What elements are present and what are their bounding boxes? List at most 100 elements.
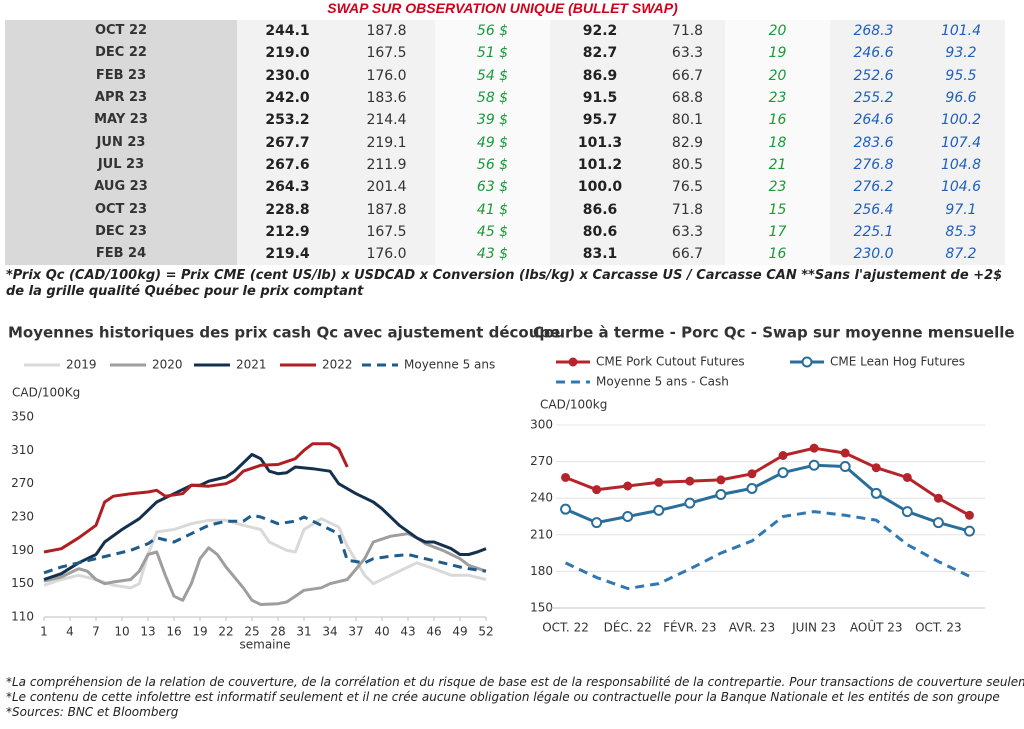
table-row: MAY 23 253.2 214.4 39 $95.7 80.1 16 264.6 100.2 — [5, 109, 1005, 132]
table-cell: 93.2 — [917, 42, 1005, 65]
table-cell: JUN 23 — [5, 131, 237, 154]
footnote: *Le contenu de cette infolettre est info… — [6, 690, 1000, 704]
x-tick-label: 46 — [426, 625, 441, 639]
x-tick-label: 13 — [140, 625, 155, 639]
table-cell: 167.5 — [338, 42, 435, 65]
table-cell: 96.6 — [917, 86, 1005, 110]
legend-label: 2019 — [66, 358, 97, 372]
x-tick-label: 1 — [40, 625, 48, 639]
table-cell: 23 — [725, 86, 830, 110]
table-cell: DEC 23 — [5, 220, 237, 243]
table-cell: 104.8 — [917, 153, 1005, 177]
table-cell: MAY 23 — [5, 109, 237, 132]
series-line — [43, 532, 487, 606]
table-row: APR 23 242.0 183.6 58 $91.5 68.8 23 255.2 96.6 — [5, 86, 1005, 110]
legend-label: 2022 — [322, 358, 353, 372]
table-cell: 264.3 — [237, 176, 338, 199]
table-row: OCT 23 228.8 187.8 41 $86.6 71.8 15 256.4 97.1 — [5, 198, 1005, 221]
table-cell: 91.5 — [550, 86, 650, 110]
y-tick-label: 310 — [11, 443, 34, 457]
x-tick-label: 7 — [92, 625, 100, 639]
legend-marker — [568, 357, 578, 367]
footnote: *Sources: BNC et Bloomberg — [6, 705, 179, 719]
point — [871, 463, 881, 473]
table-cell: 255.2 — [830, 86, 917, 110]
x-tick-label: 10 — [114, 625, 129, 639]
table-cell: 16 — [725, 242, 830, 266]
point — [777, 467, 789, 479]
point — [685, 476, 695, 486]
table-cell: OCT 22 — [5, 20, 237, 43]
table-cell: 230.0 — [830, 242, 917, 266]
table-cell: JUL 23 — [5, 153, 237, 177]
x-tick-label: 22 — [218, 625, 233, 639]
table-cell: 92.2 — [550, 20, 650, 43]
y-tick-label: 350 — [11, 410, 34, 424]
table-cell: 214.4 — [338, 109, 435, 132]
table-cell: 87.2 — [917, 242, 1005, 266]
table-cell: 176.0 — [338, 64, 435, 87]
table-cell: 71.8 — [650, 198, 725, 221]
table-note: *Prix Qc (CAD/100kg) = Prix CME (cent US… — [6, 268, 1003, 299]
table-cell: 225.1 — [830, 220, 917, 243]
table-cell: 107.4 — [917, 131, 1005, 154]
x-tick-label: 40 — [374, 625, 389, 639]
table-cell: 104.6 — [917, 176, 1005, 199]
point — [933, 493, 943, 503]
table-cell: 63.3 — [650, 220, 725, 243]
table-cell: 80.1 — [650, 109, 725, 132]
series-line — [43, 442, 349, 554]
x-tick-label: JUIN 23 — [791, 621, 836, 635]
point — [622, 511, 634, 522]
table-cell: 71.8 — [650, 20, 725, 43]
point — [901, 506, 913, 518]
y-tick-label: 300 — [530, 418, 553, 432]
point — [808, 459, 820, 471]
point — [561, 472, 571, 482]
table-cell: 244.1 — [237, 20, 338, 43]
table-row: JUL 23 267.6 211.9 56 $101.2 80.5 21 276.8 104.… — [5, 153, 1005, 177]
table-cell: 100.0 — [550, 176, 650, 199]
table-row: OCT 22 244.1 187.8 56 $92.2 71.8 20 268.3 101.4 — [5, 20, 1005, 43]
series-line — [43, 513, 487, 575]
y-tick-label: 150 — [11, 576, 34, 590]
table-cell: 267.6 — [237, 153, 338, 177]
table-cell: 212.9 — [237, 220, 338, 243]
table-cell: FEB 24 — [5, 242, 237, 266]
table-cell: 45 $ — [435, 220, 550, 243]
legend-label: CME Lean Hog Futures — [830, 355, 965, 369]
table-cell: 20 — [725, 20, 830, 43]
table-cell: 252.6 — [830, 64, 917, 87]
table-cell: 49 $ — [435, 131, 550, 154]
table-cell: 230.0 — [237, 64, 338, 87]
table-cell: 268.3 — [830, 20, 917, 43]
y-tick-label: 110 — [11, 610, 34, 624]
table-cell: 219.4 — [237, 242, 338, 266]
table-cell: 187.8 — [338, 20, 435, 43]
x-tick-label: 31 — [296, 625, 311, 639]
y-tick-label: 270 — [11, 476, 34, 490]
table-cell: 219.0 — [237, 42, 338, 65]
x-axis-label: semaine — [240, 638, 291, 652]
point — [964, 510, 974, 520]
point — [623, 481, 633, 491]
table-cell: 283.6 — [830, 131, 917, 154]
table-cell: 56 $ — [435, 153, 550, 177]
table-cell: 82.7 — [550, 42, 650, 65]
point — [747, 469, 757, 479]
legend-label: Moyenne 5 ans - Cash — [596, 375, 729, 389]
table-cell: 85.3 — [917, 220, 1005, 243]
table-row: FEB 24 219.4 176.0 43 $83.1 66.7 16 230.0 87.2 — [5, 242, 1005, 266]
series-line — [564, 446, 971, 517]
table-cell: 76.5 — [650, 176, 725, 199]
table-cell: 15 — [725, 198, 830, 221]
series-line — [564, 510, 971, 590]
table-row: AUG 23 264.3 201.4 63 $100.0 76.5 23 276.2 104.… — [5, 176, 1005, 199]
y-tick-label: 150 — [530, 601, 553, 615]
table-cell: 267.7 — [237, 131, 338, 154]
table-cell: 187.8 — [338, 198, 435, 221]
table-cell: 19 — [725, 42, 830, 65]
table-row: JUN 23 267.7 219.1 49 $101.3 82.9 18 283.6 107.… — [5, 131, 1005, 154]
x-tick-label: DÉC. 22 — [604, 620, 652, 635]
table-cell: 101.3 — [550, 131, 650, 154]
